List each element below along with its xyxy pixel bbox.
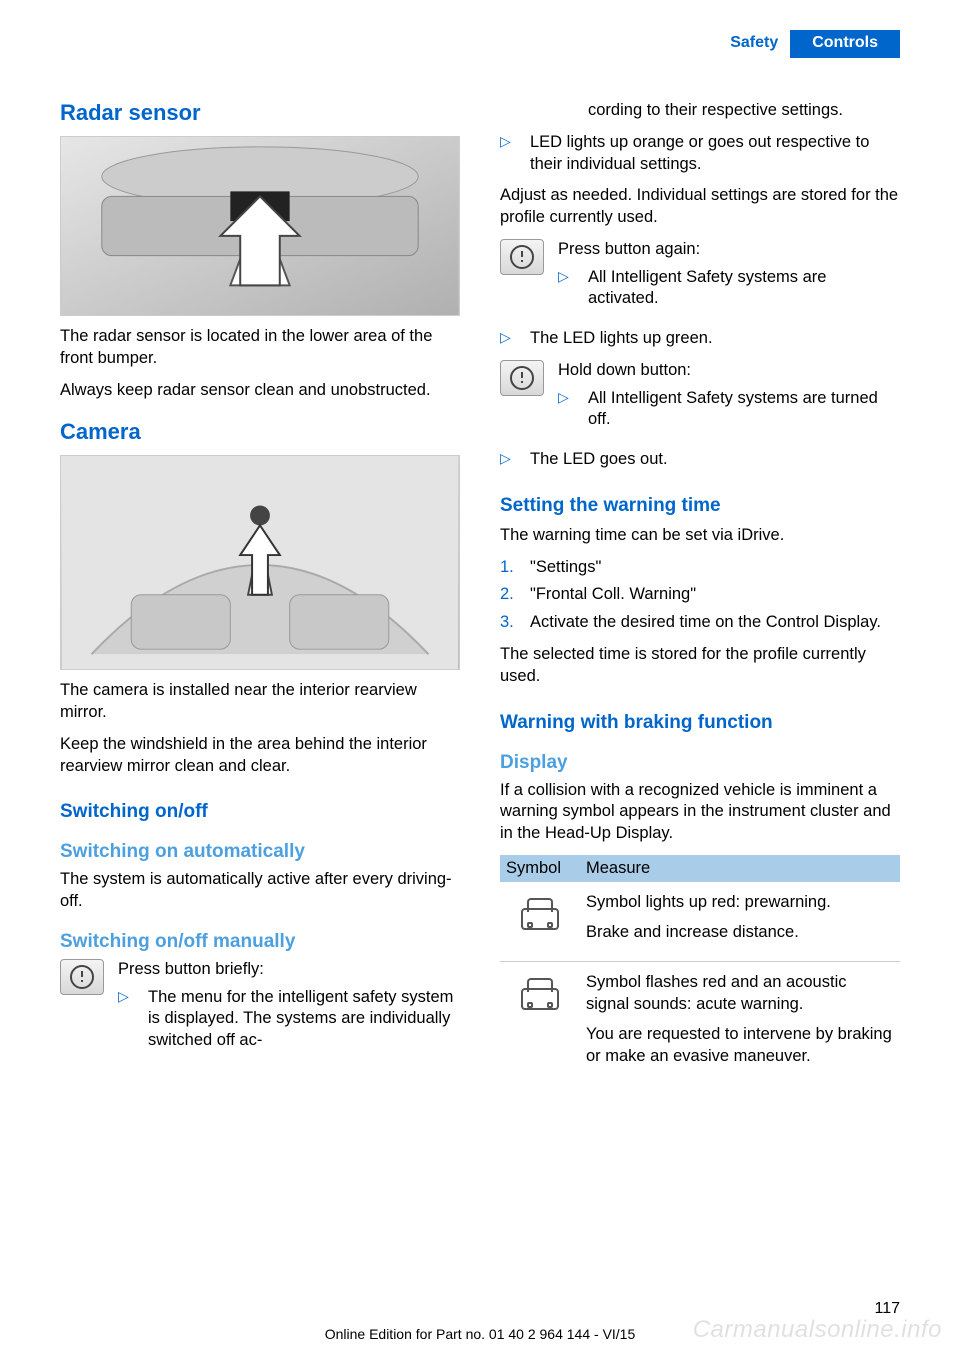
led-green-list: ▷ The LED lights up green. (500, 328, 900, 350)
hold-down-content: Hold down button: ▷ All Intelligent Safe… (558, 360, 900, 441)
braking-intro: If a collision with a recognized vehicle… (500, 780, 900, 845)
warning-time-intro: The warning time can be set via iDrive. (500, 525, 900, 547)
bullet-marker-icon: ▷ (500, 328, 530, 350)
measure-cell: Symbol flashes red and an acoustic signa… (580, 972, 900, 1075)
switching-auto-body: The system is automatically active after… (60, 869, 460, 913)
header-bar: Safety Controls (730, 30, 900, 58)
symbol-cell (500, 892, 580, 952)
col-measure: Measure (580, 855, 900, 882)
heading-camera: Camera (60, 419, 460, 445)
heading-radar-sensor: Radar sensor (60, 100, 460, 126)
heading-display: Display (500, 752, 900, 774)
left-column: Radar sensor The radar sensor is located… (60, 100, 460, 1085)
radar-illustration (61, 137, 459, 315)
row1-line2: Brake and increase distance. (586, 922, 894, 944)
watermark: Carmanualsonline.info (693, 1316, 942, 1344)
step-number: 2. (500, 584, 530, 606)
led-out-text: The LED goes out. (530, 449, 668, 471)
car-rear-icon (517, 976, 563, 1014)
bullet-marker-icon: ▷ (118, 987, 148, 1052)
safety-button-icon (500, 239, 544, 275)
step-3-text: Activate the desired time on the Control… (530, 612, 881, 634)
hold-down-label: Hold down button: (558, 360, 900, 382)
header-section-safety: Safety (730, 30, 790, 58)
radar-body-1: The radar sensor is located in the lower… (60, 326, 460, 370)
press-again-bullet-text: All Intelligent Safety systems are activ… (588, 267, 900, 311)
list-item: 1. "Settings" (500, 557, 900, 579)
hold-down-bullets: ▷ All Intelligent Safety systems are tur… (558, 388, 900, 432)
safety-button-icon (60, 959, 104, 995)
press-button-brief-row: Press button briefly: ▷ The menu for the… (60, 959, 460, 1062)
image-radar-sensor (60, 136, 460, 316)
led-green-text: The LED lights up green. (530, 328, 713, 350)
list-item: ▷ The menu for the intelligent safety sy… (118, 987, 460, 1052)
heading-warning-time: Setting the warning time (500, 495, 900, 517)
camera-body-2: Keep the windshield in the area behind t… (60, 734, 460, 778)
row2-line2: You are requested to intervene by brakin… (586, 1024, 894, 1068)
right-column: cording to their respective settings. ▷ … (500, 100, 900, 1085)
safety-button-icon (500, 360, 544, 396)
press-again-label: Press button again: (558, 239, 900, 261)
step-2-text: "Frontal Coll. Warning" (530, 584, 696, 606)
table-row: Symbol lights up red: prewarning. Brake … (500, 882, 900, 963)
heading-switching-auto: Switching on automatically (60, 841, 460, 863)
measure-cell: Symbol lights up red: prewarning. Brake … (580, 892, 900, 952)
camera-illustration (61, 456, 459, 669)
camera-body-1: The camera is installed near the interio… (60, 680, 460, 724)
symbol-cell (500, 972, 580, 1075)
symbol-table-header: Symbol Measure (500, 855, 900, 882)
led-orange-text: LED lights up orange or goes out respect… (530, 132, 900, 176)
list-item: 2. "Frontal Coll. Warning" (500, 584, 900, 606)
bullet-marker-icon: ▷ (500, 449, 530, 471)
list-item: ▷ All Intelligent Safety systems are act… (558, 267, 900, 311)
continuation-text: cording to their respective settings. (500, 100, 900, 122)
table-row: Symbol flashes red and an acoustic signa… (500, 962, 900, 1085)
step-number: 3. (500, 612, 530, 634)
heading-braking: Warning with braking function (500, 712, 900, 734)
bullet-marker-icon: ▷ (558, 388, 588, 432)
row2-line1: Symbol flashes red and an acoustic signa… (586, 972, 894, 1016)
warning-time-steps: 1. "Settings" 2. "Frontal Coll. Warning"… (500, 557, 900, 634)
list-item: ▷ All Intelligent Safety systems are tur… (558, 388, 900, 432)
row1-line1: Symbol lights up red: prewarning. (586, 892, 894, 914)
content-columns: Radar sensor The radar sensor is located… (60, 100, 900, 1085)
bullet-marker-icon: ▷ (558, 267, 588, 311)
press-brief-bullet-text: The menu for the intelligent safety syst… (148, 987, 460, 1052)
image-camera (60, 455, 460, 670)
warning-time-outro: The selected time is stored for the prof… (500, 644, 900, 688)
bullet-marker-icon: ▷ (500, 132, 530, 176)
step-number: 1. (500, 557, 530, 579)
list-item: ▷ LED lights up orange or goes out respe… (500, 132, 900, 176)
col-symbol: Symbol (500, 855, 580, 882)
header-section-controls: Controls (790, 30, 900, 58)
list-item: ▷ The LED lights up green. (500, 328, 900, 350)
hold-down-bullet-text: All Intelligent Safety systems are turne… (588, 388, 900, 432)
heading-switching-manual: Switching on/off manually (60, 931, 460, 953)
press-again-row: Press button again: ▷ All Intelligent Sa… (500, 239, 900, 320)
led-orange-list: ▷ LED lights up orange or goes out respe… (500, 132, 900, 176)
list-item: 3. Activate the desired time on the Cont… (500, 612, 900, 634)
led-out-list: ▷ The LED goes out. (500, 449, 900, 471)
list-item: ▷ The LED goes out. (500, 449, 900, 471)
adjust-text: Adjust as needed. Individual settings ar… (500, 185, 900, 229)
press-brief-content: Press button briefly: ▷ The menu for the… (118, 959, 460, 1062)
step-1-text: "Settings" (530, 557, 601, 579)
press-again-bullets: ▷ All Intelligent Safety systems are act… (558, 267, 900, 311)
hold-down-row: Hold down button: ▷ All Intelligent Safe… (500, 360, 900, 441)
radar-body-2: Always keep radar sensor clean and unobs… (60, 380, 460, 402)
press-brief-label: Press button briefly: (118, 959, 460, 981)
car-rear-icon (517, 896, 563, 934)
heading-switching: Switching on/off (60, 801, 460, 823)
press-again-content: Press button again: ▷ All Intelligent Sa… (558, 239, 900, 320)
press-brief-bullets: ▷ The menu for the intelligent safety sy… (118, 987, 460, 1052)
page: Safety Controls Radar sensor The radar s… (0, 0, 960, 1085)
